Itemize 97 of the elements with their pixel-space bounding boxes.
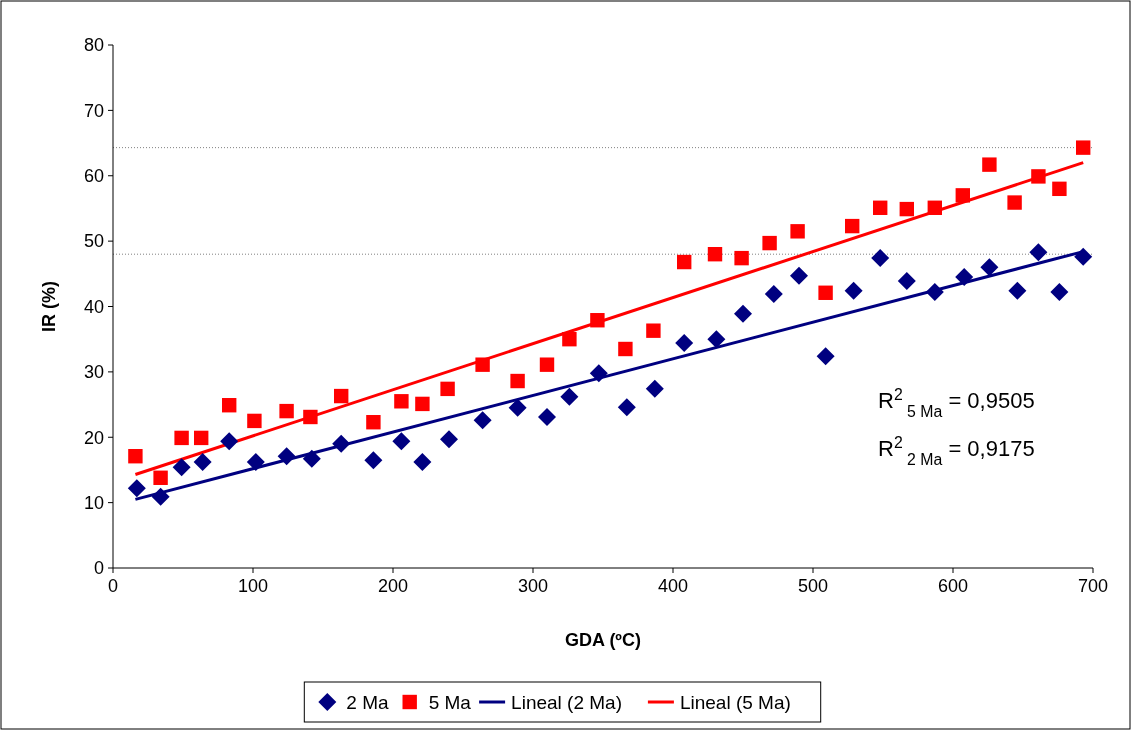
point [539,357,555,372]
y-tick-label: 70 [83,100,104,121]
point [980,258,999,277]
point [510,373,525,389]
y-tick-label: 20 [83,427,104,448]
legend-label: Lineal (5 Ma) [679,692,791,713]
point [707,247,723,262]
point [1052,181,1067,197]
point [394,394,409,409]
point [246,453,265,472]
point [277,447,296,466]
point [955,188,970,203]
x-tick-label: 600 [937,576,969,596]
x-tick-label: 100 [237,576,269,596]
point [415,396,430,412]
point [193,453,212,472]
point [677,254,692,270]
point [645,379,664,398]
point [440,430,458,449]
point [174,430,189,446]
point [1076,140,1091,155]
point [925,283,944,302]
point [1029,243,1048,262]
x-tick-label: 700 [1077,576,1109,596]
point [844,281,863,300]
point [279,403,294,419]
point [151,487,170,506]
x-tick-label: 400 [657,576,689,596]
point [790,266,808,285]
point [845,218,860,234]
point [675,334,694,353]
point [1074,247,1093,266]
point [1008,281,1027,300]
point [366,415,381,430]
point [127,479,146,498]
legend-label: 2 Ma [346,692,389,713]
x-tick-label: 200 [377,576,409,596]
point [762,235,777,251]
point [764,285,783,304]
point [413,453,432,472]
x-tick-label: 300 [517,576,549,596]
point [364,451,383,470]
point [818,285,833,300]
point [1007,195,1022,210]
point [220,432,239,451]
point [562,331,577,347]
y-tick-label: 50 [83,231,104,252]
x-tick-label: 0 [107,576,119,596]
point [1050,283,1069,302]
y-tick-label: 80 [83,35,104,56]
y-tick-label: 0 [93,558,104,579]
point [927,200,942,215]
point [646,323,661,338]
point [172,458,191,477]
point [392,432,411,451]
point [440,381,455,397]
point [128,449,143,464]
point [247,413,262,429]
point [222,398,237,413]
point [194,430,209,446]
point [538,407,556,426]
point [982,157,997,172]
point [734,250,749,266]
point [560,387,579,406]
y-tick-label: 60 [83,166,104,187]
point [332,434,351,453]
point [473,411,492,430]
y-tick-label: 30 [83,362,104,383]
point [734,304,752,323]
legend-label: Lineal (2 Ma) [511,692,622,713]
point [1031,169,1046,184]
point [618,341,633,357]
point [955,268,974,287]
point [899,201,914,217]
point [790,224,805,239]
annotation: R$^{2}$ $_{5 Ma}$ = 0,9505 [878,385,1035,420]
y-tick-label: 10 [83,492,104,513]
point [871,249,890,268]
point [334,388,349,404]
point [302,449,321,468]
point [303,409,318,425]
point [153,470,168,485]
point [816,347,835,366]
y-tick-label: 40 [83,296,104,317]
annotation: R$^{2}$ $_{2 Ma}$ = 0,9175 [878,433,1035,468]
y-axis-title: IR (%) [39,281,59,332]
point [589,364,608,383]
point [508,398,527,417]
x-tick-label: 500 [797,576,829,596]
point [590,313,605,328]
point [873,200,888,215]
point [707,330,726,349]
x-axis-title: GDA (ºC) [565,630,641,650]
point [475,357,490,372]
point [617,398,636,417]
point [897,272,916,290]
legend-label: 5 Ma [428,692,472,713]
